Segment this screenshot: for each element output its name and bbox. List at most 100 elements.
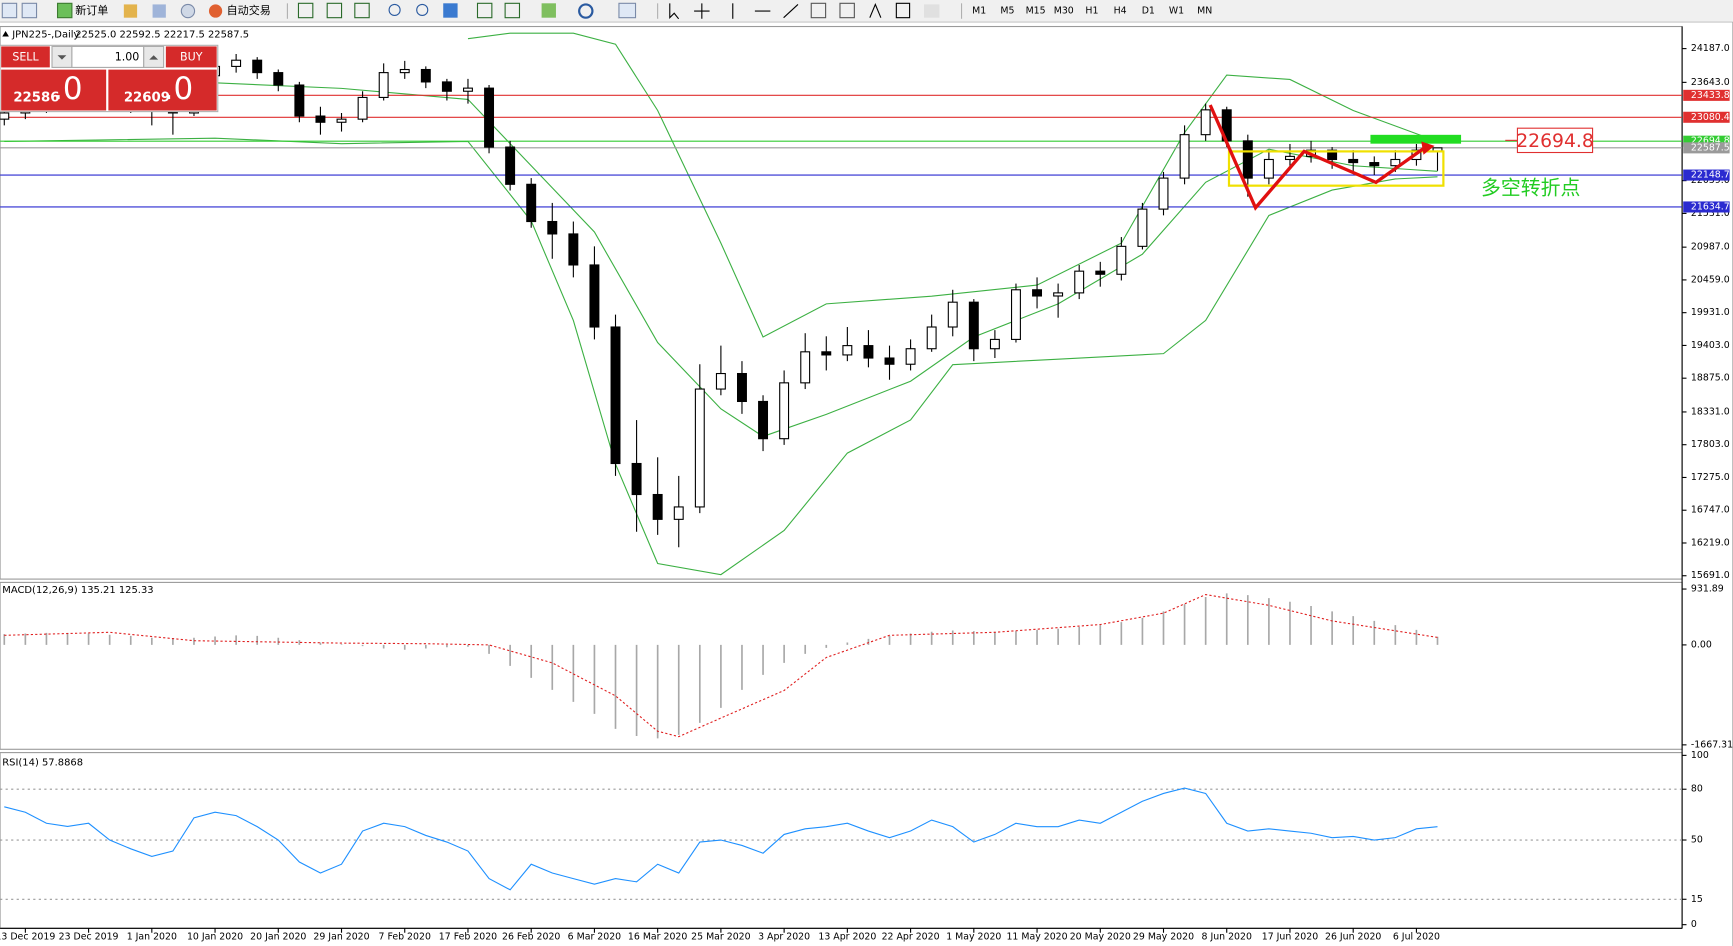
x-tick-label: 11 May 2020 bbox=[1006, 932, 1067, 943]
price-level-tag bbox=[1683, 201, 1730, 213]
buy-label[interactable]: BUY bbox=[180, 50, 203, 63]
price-level-tag bbox=[1683, 89, 1730, 101]
tool-icon[interactable] bbox=[476, 2, 493, 19]
bid-box[interactable] bbox=[1, 69, 107, 111]
tool-icon[interactable] bbox=[839, 2, 855, 19]
zoom-out[interactable] bbox=[416, 3, 429, 17]
timeframe-button[interactable]: H4 bbox=[1114, 6, 1127, 17]
x-tick-label: 29 May 2020 bbox=[1133, 932, 1194, 943]
candle-body bbox=[715, 372, 726, 390]
y-tick-label: 16219.0 bbox=[1691, 537, 1730, 548]
tool-icon[interactable] bbox=[923, 4, 940, 18]
tool-icon[interactable] bbox=[297, 2, 314, 19]
candle-body bbox=[673, 506, 684, 520]
sell-button[interactable] bbox=[1, 46, 50, 68]
price-level-label: 22694.8 bbox=[1691, 136, 1730, 147]
buy-button[interactable] bbox=[165, 46, 217, 68]
tool-icon[interactable] bbox=[152, 4, 166, 18]
text-tool[interactable] bbox=[869, 2, 882, 18]
zoom-in[interactable] bbox=[388, 3, 401, 17]
yellow-box bbox=[1227, 150, 1445, 187]
candle-body bbox=[631, 462, 642, 496]
ask-tail[interactable]: .0 bbox=[164, 71, 194, 107]
timeframe-button[interactable]: W1 bbox=[1169, 6, 1184, 17]
candle-body bbox=[505, 146, 516, 185]
cursor-tool[interactable] bbox=[669, 3, 680, 20]
price-level-tag bbox=[1683, 111, 1730, 123]
bid-tail[interactable]: .0 bbox=[53, 71, 83, 107]
zigzag-line bbox=[1208, 104, 1427, 211]
x-tick-label: 17 Feb 2020 bbox=[439, 932, 497, 943]
timeframe-button[interactable]: MN bbox=[1197, 6, 1212, 17]
tool-icon[interactable] bbox=[354, 2, 370, 19]
timeframe-button[interactable]: M15 bbox=[1026, 6, 1046, 17]
tool-icon[interactable] bbox=[123, 4, 138, 18]
tool-icon[interactable] bbox=[21, 2, 38, 19]
tool-icon[interactable] bbox=[504, 2, 521, 19]
candle-body bbox=[1158, 177, 1169, 210]
timeframe-button[interactable]: D1 bbox=[1142, 6, 1155, 17]
tool-icon[interactable] bbox=[578, 3, 594, 19]
candle-body bbox=[1053, 292, 1064, 297]
candle-body bbox=[821, 351, 832, 356]
tool-icon[interactable] bbox=[618, 2, 637, 19]
x-tick-label: 22 Apr 2020 bbox=[882, 932, 940, 943]
candle-body bbox=[1179, 134, 1190, 179]
new-order-button[interactable]: 新订单 bbox=[75, 3, 108, 17]
candle-body bbox=[462, 87, 473, 92]
x-tick-label: 10 Jan 2020 bbox=[187, 932, 243, 943]
x-tick-label: 3 Apr 2020 bbox=[758, 932, 810, 943]
x-tick-label: 7 Feb 2020 bbox=[379, 932, 431, 943]
candle-body bbox=[905, 348, 916, 365]
tool-icon[interactable] bbox=[810, 2, 827, 19]
new-order-icon[interactable] bbox=[56, 2, 73, 19]
candle-body bbox=[547, 220, 558, 235]
candle-body bbox=[736, 372, 747, 403]
timeframe-button[interactable]: M30 bbox=[1054, 6, 1074, 17]
rsi-line bbox=[4, 787, 1438, 891]
timeframe-button[interactable]: M1 bbox=[972, 6, 986, 17]
y-tick-label: 19403.0 bbox=[1691, 340, 1730, 351]
bollinger-band bbox=[467, 32, 1438, 338]
x-tick-label: 1 May 2020 bbox=[946, 932, 1001, 943]
tool-icon[interactable] bbox=[1, 2, 18, 19]
y-tick-label: 17803.0 bbox=[1691, 439, 1730, 450]
trade-panel: SELL 1.00 BUY 22586 .0 22609 .0 bbox=[0, 44, 219, 113]
y-tick-label: 0 bbox=[1691, 919, 1697, 930]
ask-main[interactable]: 22609 bbox=[124, 90, 170, 105]
y-tick-label: 20459.0 bbox=[1691, 274, 1730, 285]
timeframe-button[interactable]: M5 bbox=[1000, 6, 1014, 17]
price-level-label: 22587.5 bbox=[1691, 142, 1730, 153]
candle-body bbox=[842, 345, 853, 356]
label-tool[interactable] bbox=[895, 2, 911, 19]
lot-up-arrow bbox=[149, 55, 159, 60]
candle-body bbox=[652, 493, 663, 520]
crosshair-tool[interactable] bbox=[694, 3, 710, 19]
tool-icon[interactable] bbox=[180, 3, 196, 19]
price-level-tag bbox=[1683, 169, 1730, 181]
y-tick-label: 18331.0 bbox=[1691, 406, 1730, 417]
candle-body bbox=[399, 68, 410, 74]
tool-icon[interactable] bbox=[443, 3, 458, 18]
candle-body bbox=[589, 264, 600, 328]
candle-body bbox=[0, 112, 10, 120]
ask-box[interactable] bbox=[108, 69, 217, 111]
auto-trading-button[interactable]: 自动交易 bbox=[227, 3, 271, 17]
candle-body bbox=[863, 345, 874, 359]
trendline-tool[interactable] bbox=[783, 4, 799, 19]
x-tick-label: 13 Dec 2019 bbox=[0, 932, 55, 943]
timeframe-button[interactable]: H1 bbox=[1085, 6, 1098, 17]
sell-label[interactable]: SELL bbox=[12, 50, 39, 63]
price-level-label: 22148.7 bbox=[1691, 170, 1730, 181]
candle-body bbox=[420, 68, 431, 83]
price-level-label: 23080.4 bbox=[1691, 112, 1730, 123]
candle-body bbox=[610, 326, 621, 465]
bid-main[interactable]: 22586 bbox=[13, 90, 59, 105]
tool-icon[interactable] bbox=[326, 2, 343, 19]
y-tick-label: 22059.0 bbox=[1691, 175, 1730, 186]
lot-value[interactable]: 1.00 bbox=[115, 50, 140, 63]
tool-icon[interactable] bbox=[541, 3, 556, 18]
rsi-title: RSI(14) 57.8868 bbox=[2, 758, 83, 769]
auto-trading-icon[interactable] bbox=[208, 4, 223, 18]
